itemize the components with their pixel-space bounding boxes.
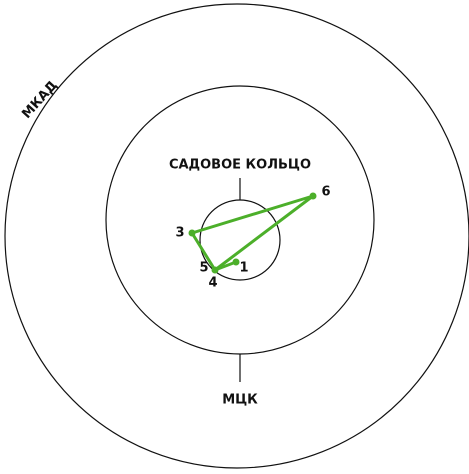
point-label: 3 [175, 226, 184, 241]
point-label: 4 [208, 276, 217, 291]
point-label: 1 [239, 261, 248, 276]
mkad-label: МКАД [19, 78, 60, 122]
mck-ring [105, 85, 375, 355]
mkad-ring [4, 3, 469, 469]
point [309, 192, 317, 200]
mck-label: МЦК [222, 393, 258, 408]
point [211, 266, 219, 274]
route-segment [214, 260, 237, 272]
point [188, 229, 196, 237]
point [232, 258, 240, 266]
point-label: 6 [321, 185, 330, 200]
point-label: 5 [199, 261, 208, 276]
garden-label: САДОВОЕ КОЛЬЦО [169, 158, 311, 173]
route [190, 194, 315, 272]
